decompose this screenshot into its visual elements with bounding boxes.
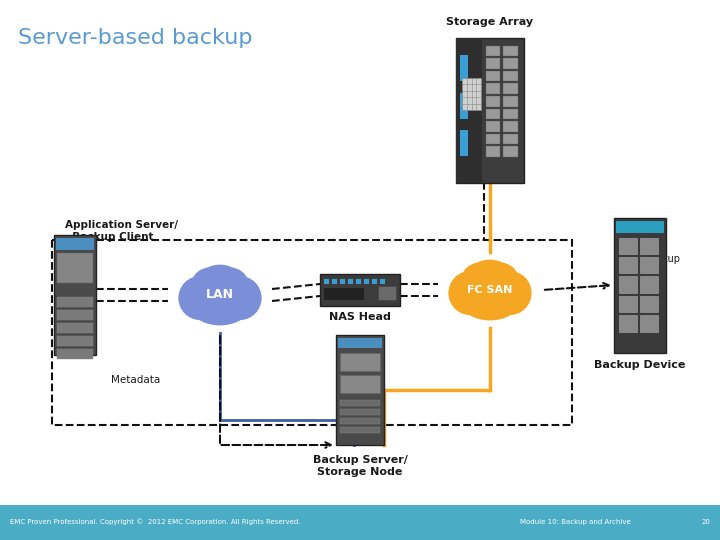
FancyBboxPatch shape <box>619 238 637 254</box>
FancyBboxPatch shape <box>324 288 364 300</box>
Text: Metadata: Metadata <box>111 375 160 385</box>
FancyBboxPatch shape <box>485 134 500 144</box>
FancyBboxPatch shape <box>336 335 384 445</box>
FancyBboxPatch shape <box>619 276 637 293</box>
FancyBboxPatch shape <box>378 286 396 300</box>
FancyBboxPatch shape <box>485 46 500 56</box>
FancyBboxPatch shape <box>372 279 377 284</box>
FancyBboxPatch shape <box>485 109 500 119</box>
Ellipse shape <box>462 260 518 316</box>
FancyBboxPatch shape <box>503 134 518 144</box>
Ellipse shape <box>192 265 248 322</box>
Text: Server-based backup: Server-based backup <box>18 28 253 48</box>
FancyBboxPatch shape <box>503 121 518 132</box>
FancyBboxPatch shape <box>338 338 382 348</box>
FancyBboxPatch shape <box>503 71 518 82</box>
Ellipse shape <box>218 276 261 320</box>
Text: 20: 20 <box>701 519 710 525</box>
FancyBboxPatch shape <box>485 58 500 69</box>
FancyBboxPatch shape <box>320 274 400 306</box>
FancyBboxPatch shape <box>503 96 518 106</box>
FancyBboxPatch shape <box>57 349 93 360</box>
FancyBboxPatch shape <box>485 84 500 94</box>
Text: FC SAN: FC SAN <box>467 285 513 295</box>
FancyBboxPatch shape <box>340 409 380 415</box>
Ellipse shape <box>209 267 248 301</box>
Text: Backup Device: Backup Device <box>594 360 685 370</box>
FancyBboxPatch shape <box>57 323 93 333</box>
FancyBboxPatch shape <box>57 298 93 307</box>
FancyBboxPatch shape <box>456 37 524 183</box>
FancyBboxPatch shape <box>356 279 361 284</box>
FancyBboxPatch shape <box>640 315 658 332</box>
FancyBboxPatch shape <box>640 296 658 312</box>
Text: Application Server/
  Backup Client: Application Server/ Backup Client <box>65 220 178 241</box>
FancyBboxPatch shape <box>348 279 353 284</box>
FancyBboxPatch shape <box>456 37 482 183</box>
Text: LAN: LAN <box>206 288 234 301</box>
Ellipse shape <box>462 262 501 296</box>
FancyBboxPatch shape <box>503 109 518 119</box>
Text: Backup
Data: Backup Data <box>644 254 680 276</box>
FancyBboxPatch shape <box>57 310 93 320</box>
Ellipse shape <box>449 271 492 315</box>
FancyBboxPatch shape <box>619 315 637 332</box>
FancyBboxPatch shape <box>640 238 658 254</box>
FancyBboxPatch shape <box>640 276 658 293</box>
FancyBboxPatch shape <box>57 336 93 346</box>
Ellipse shape <box>460 281 520 320</box>
FancyBboxPatch shape <box>0 505 720 540</box>
FancyBboxPatch shape <box>460 55 468 81</box>
FancyBboxPatch shape <box>54 235 96 355</box>
Ellipse shape <box>192 267 231 301</box>
FancyBboxPatch shape <box>324 279 329 284</box>
Ellipse shape <box>488 271 531 315</box>
FancyBboxPatch shape <box>485 146 500 157</box>
FancyBboxPatch shape <box>503 46 518 56</box>
FancyBboxPatch shape <box>485 96 500 106</box>
FancyBboxPatch shape <box>619 296 637 312</box>
FancyBboxPatch shape <box>460 130 468 157</box>
FancyBboxPatch shape <box>503 58 518 69</box>
FancyBboxPatch shape <box>340 375 380 393</box>
Text: Module 10: Backup and Archive: Module 10: Backup and Archive <box>520 519 631 525</box>
FancyBboxPatch shape <box>340 427 380 433</box>
Ellipse shape <box>190 286 250 326</box>
FancyBboxPatch shape <box>614 218 666 353</box>
FancyBboxPatch shape <box>460 92 468 119</box>
Text: Storage Array: Storage Array <box>446 17 534 27</box>
Text: Backup Server/
Storage Node: Backup Server/ Storage Node <box>312 455 408 477</box>
Text: EMC Proven Professional. Copyright ©  2012 EMC Corporation. All Rights Reserved.: EMC Proven Professional. Copyright © 201… <box>10 518 300 525</box>
FancyBboxPatch shape <box>503 146 518 157</box>
FancyBboxPatch shape <box>485 121 500 132</box>
FancyBboxPatch shape <box>619 257 637 273</box>
FancyBboxPatch shape <box>340 400 380 406</box>
FancyBboxPatch shape <box>340 353 380 371</box>
FancyBboxPatch shape <box>332 279 337 284</box>
FancyBboxPatch shape <box>616 220 664 233</box>
Text: NAS Head: NAS Head <box>329 312 391 322</box>
FancyBboxPatch shape <box>340 418 380 424</box>
FancyBboxPatch shape <box>503 84 518 94</box>
FancyBboxPatch shape <box>380 279 385 284</box>
FancyBboxPatch shape <box>340 279 345 284</box>
FancyBboxPatch shape <box>462 78 481 110</box>
FancyBboxPatch shape <box>57 253 93 283</box>
Ellipse shape <box>479 262 518 296</box>
FancyBboxPatch shape <box>364 279 369 284</box>
FancyBboxPatch shape <box>485 71 500 82</box>
FancyBboxPatch shape <box>640 257 658 273</box>
Ellipse shape <box>179 276 222 320</box>
FancyBboxPatch shape <box>56 238 94 250</box>
